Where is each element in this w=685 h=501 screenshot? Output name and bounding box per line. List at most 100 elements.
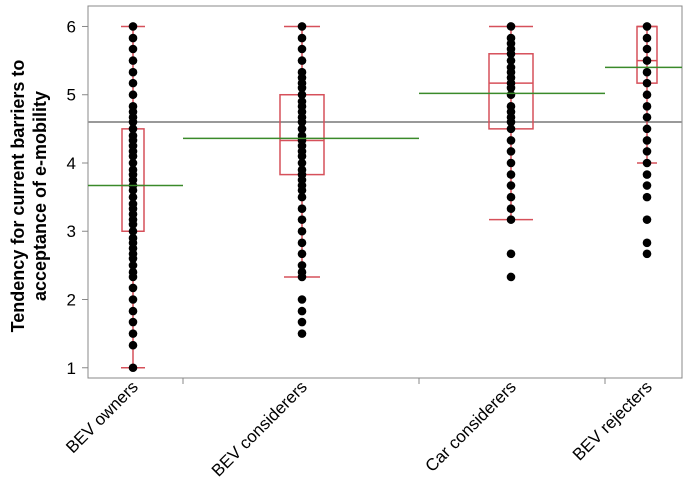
y-tick-label: 1 bbox=[67, 359, 76, 378]
data-point bbox=[128, 33, 138, 43]
data-point bbox=[297, 165, 307, 175]
data-point bbox=[642, 215, 652, 224]
data-point bbox=[297, 158, 307, 168]
data-point bbox=[506, 170, 516, 179]
data-point bbox=[297, 238, 307, 248]
y-tick-label: 3 bbox=[67, 222, 76, 241]
data-point bbox=[128, 192, 138, 202]
data-point bbox=[297, 317, 307, 327]
data-point bbox=[128, 199, 138, 209]
data-point bbox=[506, 249, 516, 259]
data-point bbox=[297, 33, 307, 43]
data-point bbox=[506, 215, 516, 224]
data-point bbox=[297, 249, 307, 259]
data-point bbox=[506, 124, 516, 134]
group-car-considerers bbox=[419, 22, 605, 282]
data-point bbox=[642, 112, 652, 122]
data-point bbox=[642, 78, 652, 88]
data-point bbox=[128, 44, 138, 54]
data-point bbox=[128, 233, 138, 243]
data-point bbox=[128, 131, 138, 140]
data-point bbox=[128, 165, 138, 175]
data-point bbox=[506, 136, 516, 145]
data-point bbox=[506, 181, 516, 190]
y-tick-label: 4 bbox=[67, 154, 76, 173]
y-tick-label: 2 bbox=[67, 291, 76, 310]
data-point bbox=[506, 147, 516, 156]
category-label: BEV owners bbox=[62, 377, 142, 457]
data-point bbox=[128, 67, 138, 77]
data-point bbox=[297, 124, 307, 134]
data-point bbox=[506, 204, 516, 214]
data-point bbox=[642, 22, 652, 31]
data-point bbox=[297, 67, 307, 77]
data-point bbox=[506, 63, 516, 72]
data-point bbox=[506, 56, 516, 65]
data-point bbox=[642, 170, 652, 179]
data-point bbox=[642, 192, 652, 202]
plot-frame bbox=[87, 5, 683, 379]
data-point bbox=[128, 124, 138, 134]
data-point bbox=[128, 340, 138, 350]
data-point bbox=[642, 33, 652, 43]
data-point bbox=[506, 192, 516, 202]
data-point bbox=[297, 215, 307, 224]
data-point bbox=[128, 295, 138, 304]
data-point bbox=[128, 317, 138, 327]
group-bev-rejecters bbox=[605, 22, 682, 259]
data-point bbox=[128, 56, 138, 65]
data-point bbox=[297, 44, 307, 54]
data-point bbox=[297, 22, 307, 31]
data-point bbox=[642, 249, 652, 259]
data-point bbox=[297, 192, 307, 202]
y-axis-label-line-2: acceptance of e-mobility bbox=[30, 91, 50, 301]
group-bev-owners bbox=[88, 22, 183, 373]
data-point bbox=[642, 67, 652, 77]
data-point bbox=[506, 102, 516, 111]
data-point bbox=[128, 283, 138, 293]
data-point bbox=[128, 90, 138, 100]
data-point bbox=[128, 22, 138, 31]
data-point bbox=[128, 306, 138, 316]
data-point bbox=[506, 33, 516, 43]
data-point bbox=[297, 267, 307, 277]
data-point bbox=[506, 90, 516, 100]
data-point bbox=[297, 261, 307, 270]
data-point bbox=[128, 329, 138, 338]
data-point bbox=[128, 102, 138, 111]
category-label: BEV rejecters bbox=[569, 377, 656, 464]
data-point bbox=[642, 158, 652, 168]
category-label: BEV considerers bbox=[208, 377, 311, 480]
data-point bbox=[506, 158, 516, 168]
data-point bbox=[128, 226, 138, 236]
category-label: Car considerers bbox=[422, 377, 520, 475]
data-point bbox=[642, 136, 652, 145]
data-point bbox=[642, 102, 652, 111]
data-point bbox=[506, 22, 516, 31]
data-point bbox=[128, 78, 138, 88]
data-point bbox=[642, 44, 652, 54]
data-point bbox=[297, 204, 307, 214]
data-point bbox=[642, 90, 652, 100]
groups-layer bbox=[88, 22, 682, 373]
plot-area bbox=[87, 5, 683, 379]
data-point bbox=[297, 97, 307, 106]
y-tick-label: 6 bbox=[67, 17, 76, 36]
data-point bbox=[297, 329, 307, 338]
data-point bbox=[297, 295, 307, 304]
data-point bbox=[642, 124, 652, 134]
data-point bbox=[642, 181, 652, 190]
data-point bbox=[642, 147, 652, 156]
data-point bbox=[297, 226, 307, 236]
data-point bbox=[128, 158, 138, 168]
data-point bbox=[128, 261, 138, 270]
data-point bbox=[297, 56, 307, 65]
data-point bbox=[297, 306, 307, 316]
data-point bbox=[128, 267, 138, 277]
y-axis-label-line-1: Tendency for current barriers to bbox=[8, 60, 28, 333]
data-point bbox=[506, 272, 516, 282]
data-point bbox=[297, 90, 307, 100]
data-point bbox=[642, 56, 652, 65]
data-point bbox=[642, 238, 652, 248]
